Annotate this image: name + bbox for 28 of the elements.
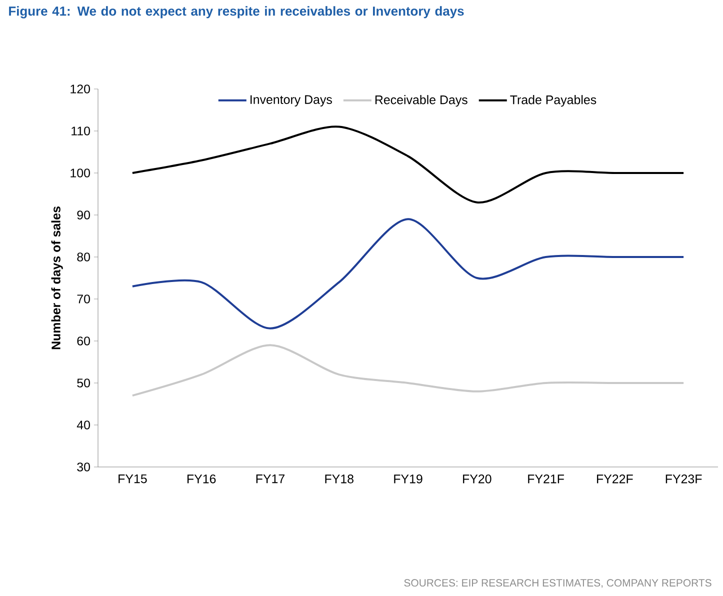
line-series [131, 344, 685, 397]
x-tick-label: FY22F [597, 474, 633, 484]
x-tick-label: FY21F [528, 474, 564, 484]
y-tick-label: 40 [76, 420, 90, 430]
x-tick-label: FY19 [394, 474, 422, 484]
x-tick-label: FY20 [463, 474, 492, 484]
legend-label: Receivable Days [375, 95, 468, 107]
chart-title: Figure 41: We do not expect any respite in receivables or Inventory days [9, 6, 464, 18]
y-tick-label: 60 [77, 336, 90, 346]
y-tick-label: 110 [72, 126, 90, 136]
y-tick-label: 100 [70, 168, 90, 178]
y-tick-label: 120 [70, 84, 90, 94]
y-axis-title: Number of days of sales [51, 206, 63, 350]
x-tick-label: FY23F [666, 474, 702, 484]
source-note: SOURCES: EIP RESEARCH ESTIMATES, COMPANY REPORTS [404, 579, 712, 588]
x-tick-label: FY16 [187, 474, 216, 484]
y-tick-label: 90 [77, 210, 90, 220]
x-tick-label: FY15 [118, 474, 147, 484]
x-tick-label: FY18 [325, 474, 354, 484]
line-series [131, 126, 685, 204]
y-tick-label: 70 [77, 294, 90, 304]
line-series [131, 218, 685, 330]
y-tick-label: 50 [77, 378, 90, 388]
y-tick-label: 30 [77, 462, 90, 472]
x-tick-label: FY17 [256, 474, 284, 484]
legend-label: Trade Payables [510, 95, 596, 107]
legend-label: Inventory Days [250, 95, 332, 106]
y-tick-label: 80 [77, 252, 90, 262]
